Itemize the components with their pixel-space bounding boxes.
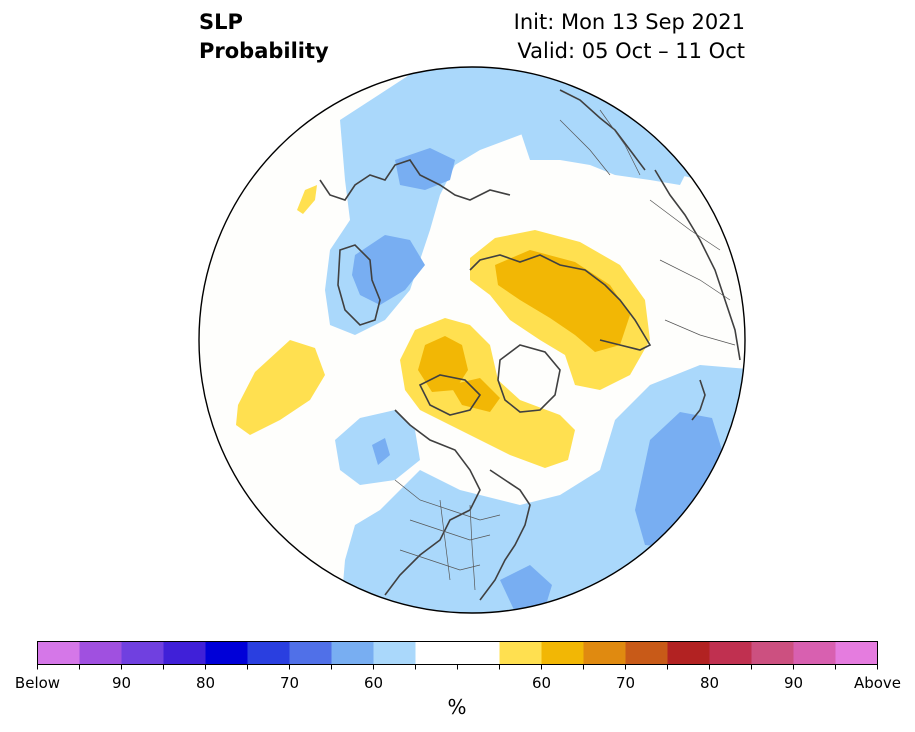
colorbar-cell [667, 641, 710, 665]
coast-greenland [497, 344, 561, 413]
above-core-russia [495, 250, 630, 352]
colorbar-cell [205, 641, 248, 665]
title-left: SLP Probability [199, 8, 329, 66]
init-date: Init: Mon 13 Sep 2021 [513, 10, 745, 34]
above-region-pacific-west [236, 340, 325, 435]
colorbar-label: 90 [783, 674, 804, 692]
colorbar [37, 641, 878, 670]
border-us-states-4 [469, 504, 476, 591]
coast-siberia [469, 254, 652, 351]
colorbar-cell [163, 641, 206, 665]
colorbar-cell [835, 641, 878, 665]
below-core-scandinavia [395, 148, 455, 190]
map-globe [199, 67, 745, 613]
below-region-europe-east [520, 110, 690, 185]
globe-boundary [198, 66, 746, 614]
below-core-atlantic-south [500, 565, 552, 612]
coast-hudson-bay [337, 244, 381, 326]
colorbar-cells [37, 641, 878, 665]
product-title: Probability [199, 39, 329, 63]
colorbar-label: 60 [363, 674, 384, 692]
variable-title: SLP [199, 10, 243, 34]
colorbar-label: Above [853, 674, 902, 692]
coast-europe-north [559, 89, 646, 171]
colorbar-cell [751, 641, 794, 665]
below-core-hudson [352, 235, 425, 305]
border-europe-2 [599, 109, 641, 176]
border-us-states-1 [409, 519, 491, 541]
colorbar-cell [415, 641, 500, 665]
colorbar-label: 90 [111, 674, 132, 692]
colorbar-cell [709, 641, 752, 665]
border-asia-3 [664, 319, 736, 346]
coast-japan [691, 379, 706, 421]
colorbar-label: 70 [279, 674, 300, 692]
below-core-newfoundland [372, 438, 390, 465]
coast-scandinavia [319, 159, 511, 201]
border-asia-1 [649, 199, 721, 251]
colorbar-label: 60 [531, 674, 552, 692]
colorbar-label: Below [14, 674, 61, 692]
coast-north-america-east [479, 469, 531, 601]
colorbar-cell [583, 641, 626, 665]
border-us-states-2 [399, 549, 481, 571]
border-asia-2 [659, 259, 731, 301]
border-us-canada [394, 479, 501, 521]
colorbar-cell [331, 641, 374, 665]
colorbar-cell [79, 641, 122, 665]
colorbar-cell [289, 641, 332, 665]
colorbar-label: 70 [615, 674, 636, 692]
colorbar-cell [37, 641, 80, 665]
above-core-baffin [450, 378, 500, 412]
borders [394, 109, 736, 591]
colorbar-cell [373, 641, 416, 665]
colorbar-label: 80 [699, 674, 720, 692]
colorbar-cell [793, 641, 836, 665]
border-us-states-3 [439, 499, 451, 581]
colorbar-cell [499, 641, 542, 665]
coast-canadian-islands [418, 374, 482, 416]
above-region-greenland-east [297, 185, 317, 214]
title-right: Init: Mon 13 Sep 2021 Valid: 05 Oct – 11… [514, 8, 745, 66]
colorbar-cell [247, 641, 290, 665]
border-europe-1 [559, 119, 611, 176]
colorbar-label: 80 [195, 674, 216, 692]
colorbar-cell [121, 641, 164, 665]
colorbar-unit: % [447, 695, 467, 719]
colorbar-cell [625, 641, 668, 665]
colorbar-cell [541, 641, 584, 665]
coast-alaska [384, 409, 481, 596]
colorbar-ticks [37, 664, 878, 670]
probability-map [198, 66, 746, 614]
coast-east-asia [654, 169, 741, 361]
coastlines [319, 89, 741, 601]
valid-range: Valid: 05 Oct – 11 Oct [517, 39, 745, 63]
